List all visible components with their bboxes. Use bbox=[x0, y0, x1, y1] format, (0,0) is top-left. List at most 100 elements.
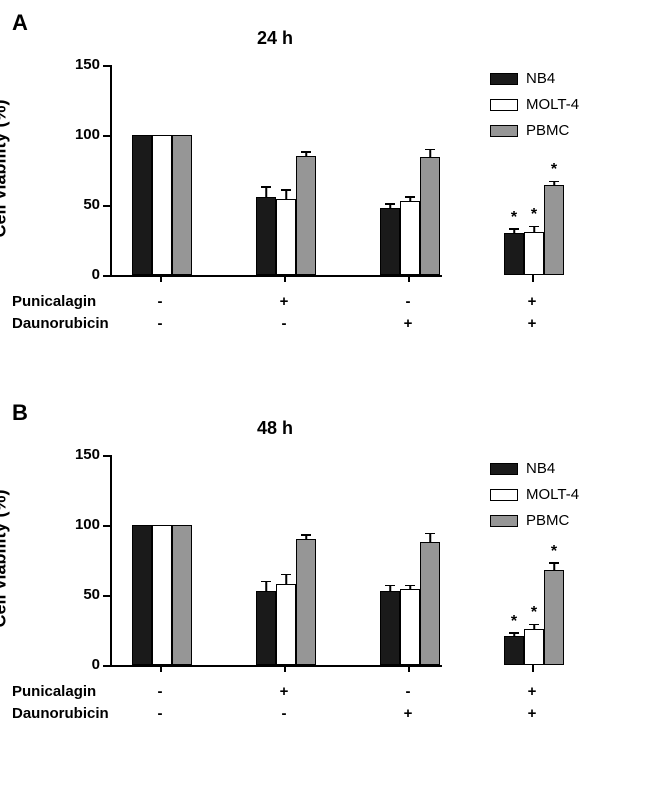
treatment-row-label: Punicalagin bbox=[12, 293, 96, 310]
y-tick bbox=[103, 455, 110, 457]
significance-marker: * bbox=[542, 543, 566, 561]
legend-item-PBMC: PBMC bbox=[490, 512, 569, 529]
x-tick bbox=[532, 665, 534, 672]
treatment-symbol: - bbox=[150, 683, 170, 700]
bar-PBMC bbox=[172, 525, 192, 665]
error-bar bbox=[429, 149, 431, 157]
y-axis-label: Cell viability (%) bbox=[0, 459, 11, 659]
error-cap bbox=[405, 585, 415, 587]
legend-label: MOLT-4 bbox=[526, 486, 579, 503]
y-tick-label: 0 bbox=[60, 266, 100, 283]
error-cap bbox=[509, 228, 519, 230]
x-tick bbox=[532, 275, 534, 282]
legend-swatch bbox=[490, 463, 518, 475]
error-cap bbox=[281, 189, 291, 191]
error-bar bbox=[553, 563, 555, 570]
treatment-symbol: - bbox=[398, 293, 418, 310]
treatment-row-label: Daunorubicin bbox=[12, 315, 109, 332]
error-cap bbox=[281, 574, 291, 576]
y-tick bbox=[103, 595, 110, 597]
bar-PBMC bbox=[544, 185, 564, 275]
error-bar bbox=[429, 533, 431, 541]
bar-NB4 bbox=[256, 591, 276, 665]
legend-item-MOLT4: MOLT-4 bbox=[490, 96, 579, 113]
x-tick bbox=[408, 275, 410, 282]
legend-label: PBMC bbox=[526, 512, 569, 529]
treatment-symbol: - bbox=[150, 705, 170, 722]
bar-MOLT4 bbox=[276, 584, 296, 665]
treatment-row-label: Daunorubicin bbox=[12, 705, 109, 722]
legend-swatch bbox=[490, 73, 518, 85]
plot-area: *** bbox=[110, 455, 442, 667]
bar-MOLT4 bbox=[400, 589, 420, 665]
panel-label: B bbox=[12, 400, 28, 426]
x-tick bbox=[160, 275, 162, 282]
treatment-symbol: + bbox=[398, 315, 418, 332]
bar-NB4 bbox=[132, 525, 152, 665]
significance-marker: * bbox=[522, 206, 546, 224]
chart-title: 24 h bbox=[110, 28, 440, 49]
bar-PBMC bbox=[296, 156, 316, 275]
treatment-symbol: - bbox=[398, 683, 418, 700]
y-tick-label: 0 bbox=[60, 656, 100, 673]
y-tick-label: 50 bbox=[60, 196, 100, 213]
y-tick-label: 150 bbox=[60, 56, 100, 73]
bar-NB4 bbox=[256, 197, 276, 275]
x-tick bbox=[284, 665, 286, 672]
error-cap bbox=[405, 196, 415, 198]
legend-label: NB4 bbox=[526, 70, 555, 87]
y-tick bbox=[103, 665, 110, 667]
bar-PBMC bbox=[296, 539, 316, 665]
y-tick-label: 100 bbox=[60, 126, 100, 143]
treatment-symbol: - bbox=[150, 315, 170, 332]
bar-PBMC bbox=[420, 542, 440, 665]
treatment-symbol: - bbox=[274, 315, 294, 332]
error-bar bbox=[285, 574, 287, 584]
error-bar bbox=[285, 190, 287, 200]
figure: A24 h***050100150Cell viability (%)NB4MO… bbox=[0, 0, 660, 794]
y-tick-label: 150 bbox=[60, 446, 100, 463]
bar-PBMC bbox=[544, 570, 564, 665]
bar-MOLT4 bbox=[152, 135, 172, 275]
plot-area: *** bbox=[110, 65, 442, 277]
chart-title: 48 h bbox=[110, 418, 440, 439]
bar-MOLT4 bbox=[524, 629, 544, 665]
y-tick-label: 100 bbox=[60, 516, 100, 533]
panel-A: A24 h***050100150Cell viability (%)NB4MO… bbox=[0, 10, 660, 400]
legend-item-NB4: NB4 bbox=[490, 460, 555, 477]
panel-B: B 48 h *** 0 50 100 150 Cell viability (%) NB4 MO… bbox=[0, 400, 660, 790]
legend-label: NB4 bbox=[526, 460, 555, 477]
treatment-symbol: + bbox=[274, 683, 294, 700]
treatment-symbol: + bbox=[398, 705, 418, 722]
legend-label: PBMC bbox=[526, 122, 569, 139]
error-cap bbox=[509, 632, 519, 634]
error-cap bbox=[385, 585, 395, 587]
treatment-symbol: + bbox=[274, 293, 294, 310]
y-tick bbox=[103, 135, 110, 137]
error-cap bbox=[301, 534, 311, 536]
treatment-symbol: - bbox=[150, 293, 170, 310]
y-tick bbox=[103, 205, 110, 207]
error-cap bbox=[385, 203, 395, 205]
x-tick bbox=[160, 665, 162, 672]
treatment-symbol: - bbox=[274, 705, 294, 722]
legend-item-NB4: NB4 bbox=[490, 70, 555, 87]
treatment-symbol: + bbox=[522, 683, 542, 700]
legend-item-MOLT4: MOLT-4 bbox=[490, 486, 579, 503]
error-cap bbox=[301, 151, 311, 153]
error-cap bbox=[425, 533, 435, 535]
error-bar bbox=[265, 187, 267, 197]
bar-MOLT4 bbox=[276, 199, 296, 275]
treatment-symbol: + bbox=[522, 315, 542, 332]
x-tick bbox=[284, 275, 286, 282]
legend-item-PBMC: PBMC bbox=[490, 122, 569, 139]
x-tick bbox=[408, 665, 410, 672]
bar-NB4 bbox=[504, 636, 524, 665]
error-bar bbox=[265, 581, 267, 591]
bar-NB4 bbox=[380, 208, 400, 275]
significance-marker: * bbox=[522, 604, 546, 622]
treatment-symbol: + bbox=[522, 293, 542, 310]
bar-NB4 bbox=[132, 135, 152, 275]
error-cap bbox=[529, 624, 539, 626]
y-tick-label: 50 bbox=[60, 586, 100, 603]
